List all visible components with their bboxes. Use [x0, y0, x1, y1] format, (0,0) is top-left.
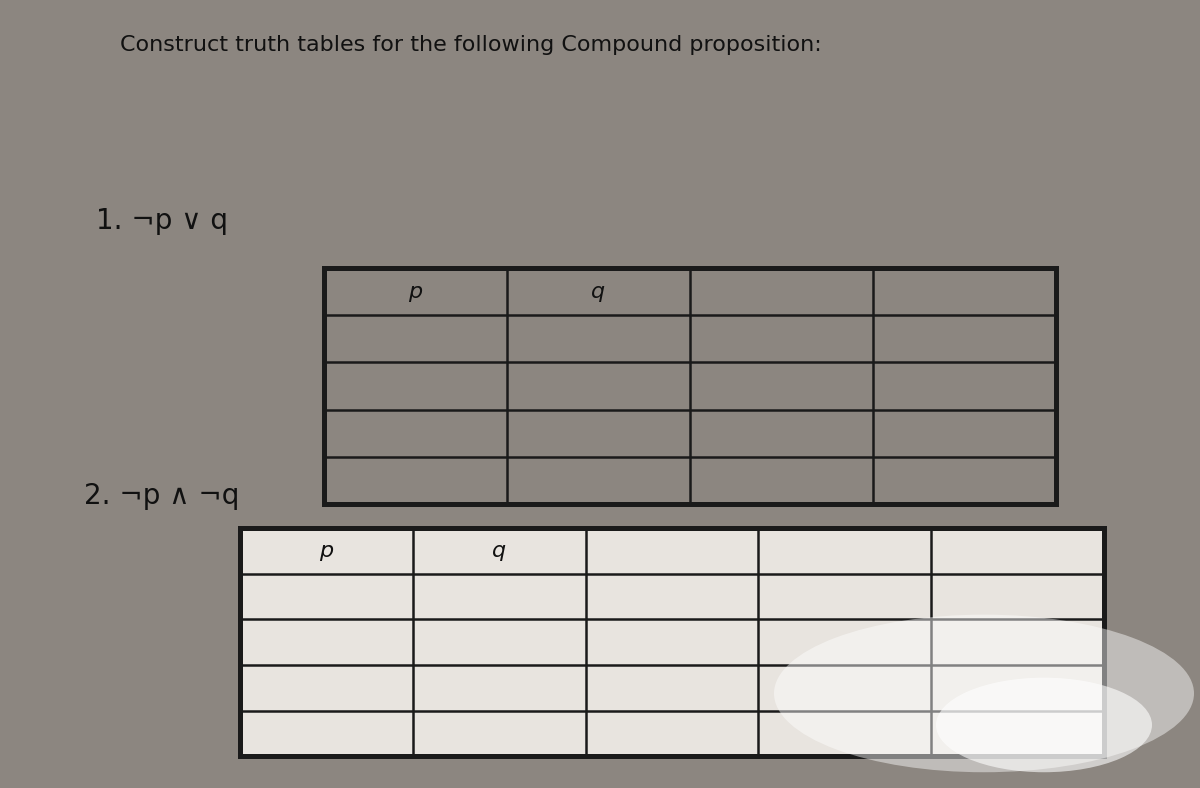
Text: 2. ¬p ∧ ¬q: 2. ¬p ∧ ¬q: [84, 482, 239, 511]
Ellipse shape: [774, 615, 1194, 772]
Text: 1. ¬p ∨ q: 1. ¬p ∨ q: [96, 206, 228, 235]
Bar: [324, 268, 1056, 504]
Bar: [324, 268, 1056, 504]
Text: p: p: [408, 281, 422, 302]
Bar: [240, 528, 1104, 756]
Text: p: p: [319, 541, 334, 561]
Text: q: q: [592, 281, 606, 302]
Text: Construct truth tables for the following Compound proposition:: Construct truth tables for the following…: [120, 35, 822, 55]
Text: q: q: [492, 541, 506, 561]
Ellipse shape: [936, 678, 1152, 772]
Bar: [240, 528, 1104, 756]
